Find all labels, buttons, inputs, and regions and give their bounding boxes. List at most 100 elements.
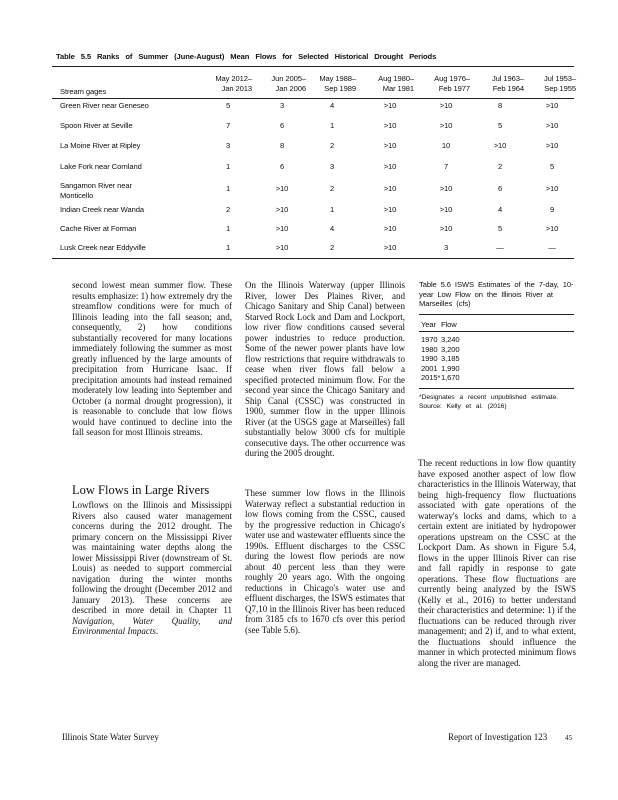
rank-cell: 3 <box>329 162 335 171</box>
paragraph: These summer low flows in the Illinois W… <box>245 488 405 635</box>
stream-name: Lusk Creek near Eddyville <box>60 243 146 252</box>
rank-cell: 5 <box>497 224 503 233</box>
section-heading: Low Flows in Large Rivers <box>72 483 210 497</box>
text-run: Lowflows on the Illinois and Mississippi… <box>72 500 232 615</box>
rank-cell: 10 <box>441 141 451 150</box>
stream-name: Sangamon River near Monticello <box>60 181 132 200</box>
column-header: Sep 1989 <box>324 84 356 93</box>
rank-cell: 2 <box>329 141 335 150</box>
column-header: Aug 1976– <box>434 74 470 83</box>
table-cell: 3,185 <box>441 354 460 363</box>
rank-cell: 7 <box>443 162 449 171</box>
table-cell: 1970 <box>421 335 438 344</box>
rule <box>52 98 574 99</box>
rule <box>419 314 574 315</box>
rank-cell: 1 <box>329 205 335 214</box>
rank-cell: 1 <box>225 224 231 233</box>
stream-name: Indian Creek near Wanda <box>60 205 144 214</box>
rule <box>419 331 574 332</box>
table-source: Source: Kelly et al. (2016) <box>419 403 507 410</box>
stream-name: Spoon River at Seville <box>60 121 133 130</box>
column-header: Jan 2006 <box>275 84 307 93</box>
column-header: Feb 1977 <box>438 84 470 93</box>
table-note: *Designates a recent unpublished estimat… <box>419 394 558 401</box>
rank-cell: >10 <box>545 184 559 193</box>
stream-name: Lake Fork near Cornland <box>60 162 142 171</box>
rank-cell: 5 <box>497 121 503 130</box>
rank-cell: >10 <box>545 121 559 130</box>
rank-cell: 7 <box>225 121 231 130</box>
rank-cell: 2 <box>225 205 231 214</box>
rank-cell: >10 <box>439 121 453 130</box>
column-header: Sep 1955 <box>544 84 576 93</box>
rank-cell: 6 <box>279 121 285 130</box>
column-header: Jan 2013 <box>221 84 253 93</box>
rule <box>52 258 574 259</box>
table-cell: 2015* <box>421 373 441 382</box>
column-header: Flow <box>441 320 457 329</box>
footer-right: Report of Investigation 123 <box>448 732 548 742</box>
rank-cell: — <box>548 243 556 252</box>
rank-cell: >10 <box>383 205 397 214</box>
paragraph: Lowflows on the Illinois and Mississippi… <box>72 500 232 637</box>
rank-cell: >10 <box>439 224 453 233</box>
table-cell: 2001 <box>421 363 438 373</box>
paragraph: second lowest mean summer flow. These re… <box>72 280 232 437</box>
stream-name: La Moine River at Ripley <box>60 141 141 150</box>
rank-cell: 8 <box>279 141 285 150</box>
rank-cell: 8 <box>497 101 503 110</box>
stream-name: Cache River at Forman <box>60 224 137 233</box>
table-cell: 1990 <box>421 354 438 363</box>
rank-cell: 2 <box>329 243 335 252</box>
table-title: Table 5.5 Ranks of Summer (June-August) … <box>56 52 437 61</box>
page-number: 45 <box>565 734 572 742</box>
column-header: Mar 1981 <box>382 84 414 93</box>
rank-cell: — <box>496 243 504 252</box>
rule <box>52 66 574 67</box>
rank-cell: 4 <box>329 224 335 233</box>
column-header: Jul 1953– <box>543 74 576 83</box>
rank-cell: >10 <box>275 224 289 233</box>
rank-cell: 1 <box>329 121 335 130</box>
column-header: Jun 2005– <box>271 74 306 83</box>
rank-cell: >10 <box>545 224 559 233</box>
rank-cell: >10 <box>439 184 453 193</box>
rank-cell: >10 <box>439 101 453 110</box>
column-header: May 2012– <box>215 74 252 83</box>
rank-cell: 2 <box>497 162 503 171</box>
rank-cell: 3 <box>279 101 285 110</box>
rank-cell: 4 <box>329 101 335 110</box>
rank-cell: 1 <box>225 184 231 193</box>
column-header: Jul 1963– <box>491 74 524 83</box>
rank-cell: >10 <box>493 141 507 150</box>
table-title: Table 5.6 ISWS Estimates of the 7-day, 1… <box>419 280 574 308</box>
rank-cell: 1 <box>225 243 231 252</box>
rank-cell: >10 <box>383 224 397 233</box>
rank-cell: >10 <box>383 162 397 171</box>
rank-cell: 4 <box>497 205 503 214</box>
rank-cell: >10 <box>275 243 289 252</box>
table-cell: 3,200 <box>441 344 460 354</box>
paragraph: The recent reductions in low flow quanti… <box>418 458 576 668</box>
rank-cell: 2 <box>329 184 335 193</box>
rank-cell: >10 <box>383 121 397 130</box>
rank-cell: 5 <box>225 101 231 110</box>
table-cell: 3,240 <box>441 335 460 344</box>
footer-left: Illinois State Water Survey <box>62 732 159 742</box>
rank-cell: >10 <box>383 141 397 150</box>
rank-cell: 5 <box>549 162 555 171</box>
table-cell: 1,670 <box>441 373 460 382</box>
column-header: Year <box>421 320 436 329</box>
italic-run: Navigation, Water Quality, and Environme… <box>72 615 232 637</box>
rank-cell: 6 <box>497 184 503 193</box>
rank-cell: >10 <box>275 205 289 214</box>
stub-header: Stream gages <box>60 87 107 96</box>
rank-cell: 3 <box>225 141 231 150</box>
rule <box>419 388 574 389</box>
rank-cell: >10 <box>545 141 559 150</box>
rank-cell: 9 <box>549 205 555 214</box>
rank-cell: 6 <box>279 162 285 171</box>
column-header: May 1988– <box>319 74 356 83</box>
rank-cell: >10 <box>545 101 559 110</box>
rank-cell: 1 <box>225 162 231 171</box>
